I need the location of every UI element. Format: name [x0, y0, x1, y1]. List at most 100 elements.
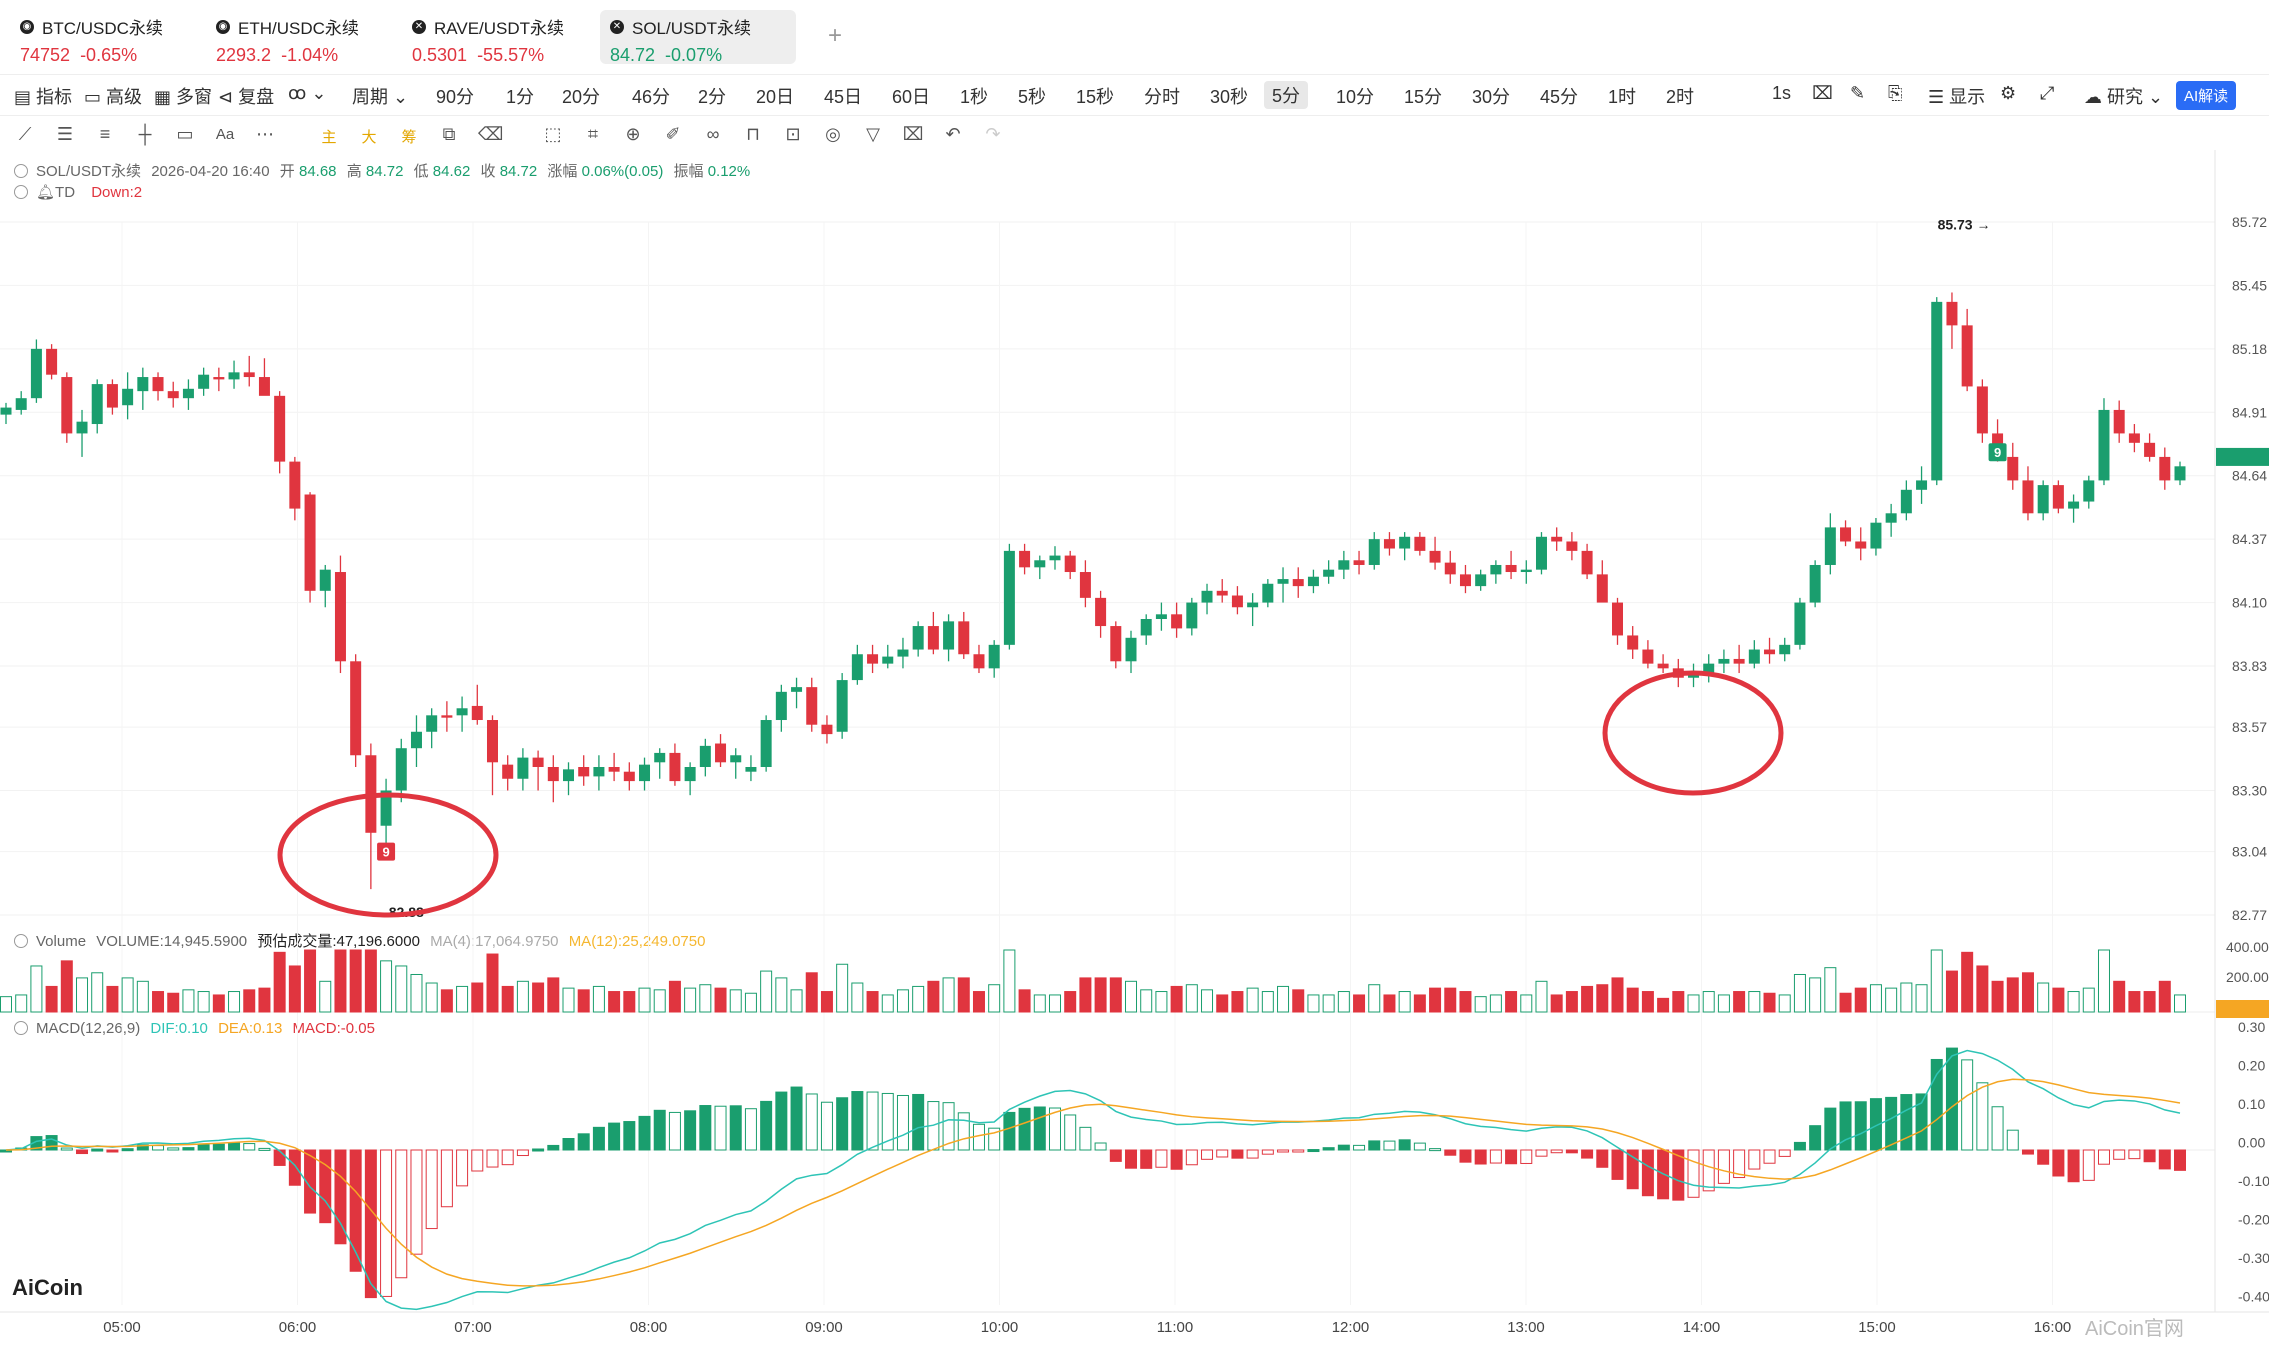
period-30s[interactable]: 30秒 — [1210, 87, 1249, 107]
macd-histogram-bar — [0, 1149, 12, 1153]
volume-bar — [471, 982, 484, 1013]
main-force-button[interactable]: 主 — [321, 129, 337, 146]
text-tool-icon[interactable]: Aa — [215, 126, 235, 143]
volume-bar — [30, 965, 43, 1013]
collapse-icon[interactable] — [14, 1021, 28, 1035]
macd-histogram-bar — [152, 1145, 165, 1151]
redo-icon[interactable]: ↷ — [985, 124, 1001, 144]
period-1m[interactable]: 1分 — [506, 87, 535, 107]
volume-bar — [1018, 989, 1031, 1013]
period-timeshare[interactable]: 分时 — [1144, 87, 1180, 107]
candle-body — [395, 748, 407, 791]
fullscreen-icon[interactable]: ⤢ — [2040, 83, 2055, 103]
visibility-icon[interactable]: ⊡ — [785, 124, 801, 144]
filter-icon[interactable]: ▽ — [866, 124, 880, 144]
fib-tool-icon[interactable]: ≡ — [99, 124, 111, 144]
macd-histogram-bar — [1307, 1149, 1320, 1153]
chip-button[interactable]: 筹 — [401, 129, 417, 146]
period-30m[interactable]: 30分 — [1472, 87, 1511, 107]
volume-bar — [547, 977, 560, 1013]
magnet-icon[interactable]: ◎ — [825, 124, 841, 144]
macd-histogram-bar — [1550, 1149, 1563, 1154]
period-46m[interactable]: 46分 — [632, 87, 671, 107]
brush-icon[interactable]: ✐ — [665, 124, 681, 144]
period-45d[interactable]: 45日 — [824, 87, 863, 107]
candles — [0, 292, 2186, 890]
candle-body — [243, 372, 255, 378]
collapse-icon[interactable] — [14, 164, 28, 178]
period-60d[interactable]: 60日 — [892, 87, 931, 107]
volume-bar — [136, 980, 149, 1013]
period-15s[interactable]: 15秒 — [1076, 87, 1115, 107]
macd-histogram-bar — [1687, 1149, 1700, 1198]
shape-icon[interactable]: ⬚ — [544, 124, 562, 144]
display-button[interactable]: ☰ 显示 — [1928, 87, 1986, 107]
tab-sol-usdt[interactable]: ✕ SOL/USDT永续 84.72 -0.07% — [600, 10, 796, 65]
collapse-icon[interactable] — [14, 185, 28, 199]
period-5m[interactable]: 5分 — [1264, 81, 1309, 109]
trash-icon[interactable]: ⌧ — [902, 124, 924, 144]
period-1h[interactable]: 1时 — [1608, 87, 1637, 107]
period-2m[interactable]: 2分 — [698, 87, 727, 107]
tab-rave-usdt[interactable]: ✕ RAVE/USDT永续 0.5301 -55.57% — [402, 10, 592, 65]
pen-icon[interactable]: ✎ — [1850, 83, 1866, 103]
chart-type-button[interactable]: ꝏ ⌄ — [288, 83, 327, 103]
candle-body — [2113, 409, 2125, 434]
line-tool-icon[interactable]: ⟋ — [18, 124, 32, 144]
period-15m[interactable]: 15分 — [1404, 87, 1443, 107]
copy-icon[interactable]: ⧉ — [442, 124, 456, 144]
time-axis-label: 16:00 — [2034, 1319, 2072, 1336]
volume-bar — [927, 980, 940, 1013]
macd-histogram-bar — [1702, 1149, 1715, 1192]
camera-icon[interactable]: ⌧ — [1812, 83, 1833, 103]
period-5s[interactable]: 5秒 — [1018, 87, 1047, 107]
volume-bar — [319, 980, 332, 1013]
research-dropdown[interactable]: ☁ 研究 ⌄ — [2084, 87, 2164, 107]
ai-interpret-button[interactable]: AI解读 — [2176, 81, 2237, 110]
tick-1s-button[interactable]: 1s — [1772, 83, 1792, 103]
volume-axis-label: 14.98 — [2226, 997, 2261, 1013]
volume-bar — [1353, 994, 1366, 1013]
candle-body — [1657, 663, 1669, 669]
period-1s[interactable]: 1秒 — [960, 87, 989, 107]
settings-icon[interactable]: ⚙ — [2000, 83, 2017, 103]
volume-bar — [1125, 980, 1138, 1013]
eraser-icon[interactable]: ⌫ — [478, 124, 504, 144]
tab-name: SOL/USDT永续 — [632, 19, 752, 38]
add-tab-button[interactable]: + — [828, 22, 843, 49]
macd-histogram-bar — [1201, 1149, 1214, 1160]
coin-icon: ◉ — [216, 19, 230, 34]
macd-histogram-bar — [1565, 1149, 1578, 1154]
macd-histogram-bar — [243, 1143, 256, 1151]
collapse-icon[interactable] — [14, 934, 28, 948]
lock-icon[interactable]: ⊓ — [745, 124, 761, 144]
macd-histogram-bar — [775, 1091, 788, 1151]
rectangle-tool-icon[interactable]: ▭ — [176, 124, 194, 144]
indicator-button[interactable]: ▤ 指标 — [14, 87, 73, 107]
more-tools-icon[interactable]: ⋯ — [256, 124, 274, 144]
undo-icon[interactable]: ↶ — [945, 124, 961, 144]
layout-icon[interactable]: ⎘ — [1888, 83, 1903, 103]
period-20d[interactable]: 20日 — [756, 87, 795, 107]
candle-body — [1733, 658, 1745, 664]
tab-btc-usdc[interactable]: ◉ BTC/USDC永续 74752 -0.65% — [10, 10, 200, 65]
big-order-button[interactable]: 大 — [361, 129, 377, 146]
horizontal-line-icon[interactable]: ┼ — [138, 124, 152, 144]
advanced-button[interactable]: ▭ 高级 — [84, 87, 143, 107]
parallel-tool-icon[interactable]: ☰ — [56, 124, 74, 144]
period-20m[interactable]: 20分 — [562, 87, 601, 107]
replay-button[interactable]: ⊲ 复盘 — [218, 87, 275, 107]
multi-window-button[interactable]: ▦ 多窗 — [154, 87, 213, 107]
period-dropdown[interactable]: 周期 ⌄ — [352, 87, 409, 107]
zoom-icon[interactable]: ⊕ — [625, 124, 641, 144]
period-90m[interactable]: 90分 — [436, 87, 475, 107]
candle-body — [1490, 564, 1502, 575]
link-icon[interactable]: ∞ — [706, 124, 720, 144]
period-10m[interactable]: 10分 — [1336, 87, 1375, 107]
tab-eth-usdc[interactable]: ◉ ETH/USDC永续 2293.2 -1.04% — [206, 10, 396, 65]
volume-bar — [243, 989, 256, 1013]
period-2h[interactable]: 2时 — [1666, 87, 1695, 107]
ruler-icon[interactable]: ⌗ — [587, 124, 599, 144]
period-45m[interactable]: 45分 — [1540, 87, 1579, 107]
